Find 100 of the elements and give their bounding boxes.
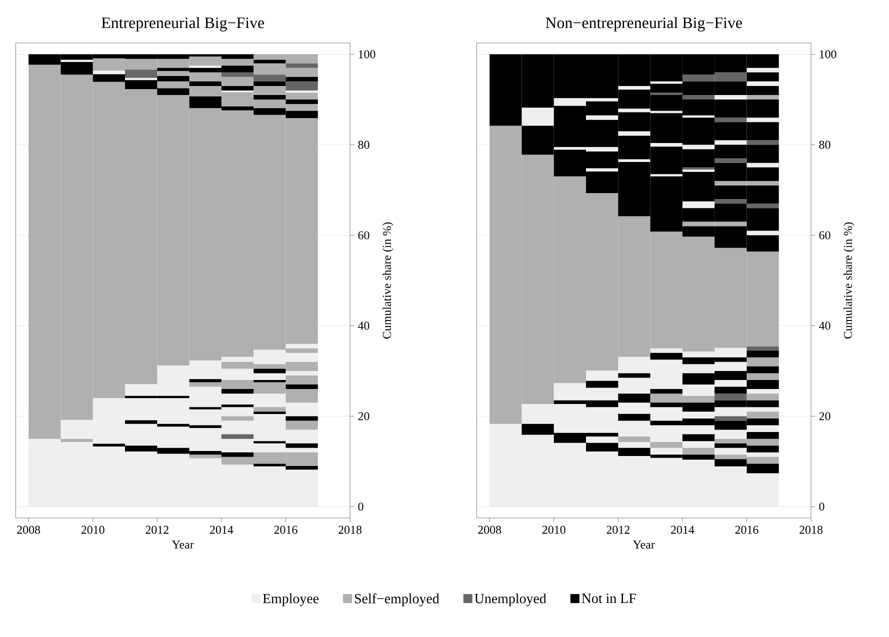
x-tick-label: 2016 (274, 526, 298, 534)
bar (221, 434, 254, 439)
bar (746, 394, 779, 400)
bar (714, 158, 747, 163)
bar (714, 95, 747, 100)
bar (746, 230, 779, 236)
bar (586, 168, 618, 172)
x-axis-title: Year (632, 540, 655, 549)
x-tick-label: 2008 (17, 526, 40, 534)
bar (746, 412, 779, 418)
bar (221, 389, 254, 394)
legend-label: Self−employed (354, 593, 440, 606)
bar (650, 448, 682, 455)
bar (221, 404, 254, 408)
bar (286, 76, 318, 82)
y-axis-title: Cumulative share (in %) (844, 222, 854, 339)
bar (618, 436, 650, 442)
y-tick-label: 40 (358, 322, 370, 330)
bar (125, 70, 158, 78)
bar (746, 162, 779, 168)
bar (746, 140, 779, 145)
bar (60, 438, 93, 442)
x-tick-label: 2018 (338, 526, 362, 534)
x-tick-label: 2012 (606, 526, 630, 534)
y-tick-label: 80 (358, 140, 370, 149)
bar (92, 70, 125, 74)
bar (746, 389, 779, 394)
y-tick-label: 40 (819, 322, 830, 330)
x-tick-label: 2016 (735, 526, 758, 534)
legend-label: Not in LF (582, 594, 636, 604)
bar (586, 115, 618, 120)
bar (746, 72, 779, 82)
bar (286, 416, 318, 421)
bar (746, 95, 779, 100)
bar (714, 416, 747, 421)
bar (650, 442, 682, 448)
bar (221, 416, 254, 421)
bar (746, 118, 779, 122)
y-axis-title: Cumulative share (in %) (382, 222, 394, 339)
bar (522, 108, 554, 126)
bar (254, 81, 286, 86)
bar (714, 140, 747, 145)
bar (286, 100, 318, 104)
x-tick-label: 2018 (800, 526, 823, 534)
bar (618, 131, 650, 136)
y-tick-label: 60 (819, 231, 830, 240)
bar (682, 95, 715, 100)
bar (618, 373, 650, 378)
bar (746, 357, 779, 366)
bar (286, 420, 318, 430)
bar (618, 159, 650, 162)
x-tick-label: 2012 (146, 526, 168, 534)
bar (586, 380, 618, 388)
y-tick-label: 0 (819, 502, 824, 511)
bar (682, 434, 715, 442)
bar (221, 86, 254, 90)
bar (286, 344, 318, 348)
bar (254, 60, 286, 64)
bar (650, 389, 682, 394)
bar (286, 443, 318, 448)
x-tick-label: 2010 (81, 526, 104, 534)
bar (286, 384, 318, 390)
y-tick-label: 20 (819, 412, 830, 420)
bar (189, 81, 222, 86)
x-tick-label: 2014 (210, 526, 234, 534)
bar (746, 81, 779, 86)
bar (746, 204, 779, 208)
chart-title: Non−entrepreneurial Big−Five (546, 16, 742, 32)
bar (746, 68, 779, 72)
bar (714, 199, 747, 204)
legend-label: Unemployed (474, 593, 546, 606)
y-tick-label: 100 (358, 50, 376, 58)
bar (682, 201, 715, 208)
bar (189, 379, 222, 382)
bar (254, 95, 286, 100)
bar (618, 86, 650, 90)
bar (746, 346, 779, 351)
bar (254, 368, 286, 374)
x-tick-label: 2008 (478, 526, 502, 534)
bar (682, 448, 715, 455)
x-axis-title: Year (172, 540, 194, 549)
bar (746, 350, 779, 358)
bar (650, 92, 682, 96)
bar (125, 420, 158, 424)
bar (618, 414, 650, 421)
legend-label: Employee (262, 593, 319, 606)
bar (254, 407, 286, 412)
y-tick-label: 20 (358, 412, 370, 420)
x-tick-label: 2010 (542, 526, 566, 534)
bar (286, 63, 318, 68)
y-tick-label: 100 (820, 50, 836, 58)
y-tick-label: 0 (358, 502, 364, 511)
y-tick-label: 80 (819, 140, 830, 149)
bar (286, 81, 318, 90)
bar (746, 432, 779, 439)
x-tick-label: 2014 (671, 526, 694, 534)
bar (746, 373, 779, 380)
bar (714, 118, 747, 122)
bar (714, 394, 747, 400)
y-tick-label: 60 (358, 231, 370, 240)
